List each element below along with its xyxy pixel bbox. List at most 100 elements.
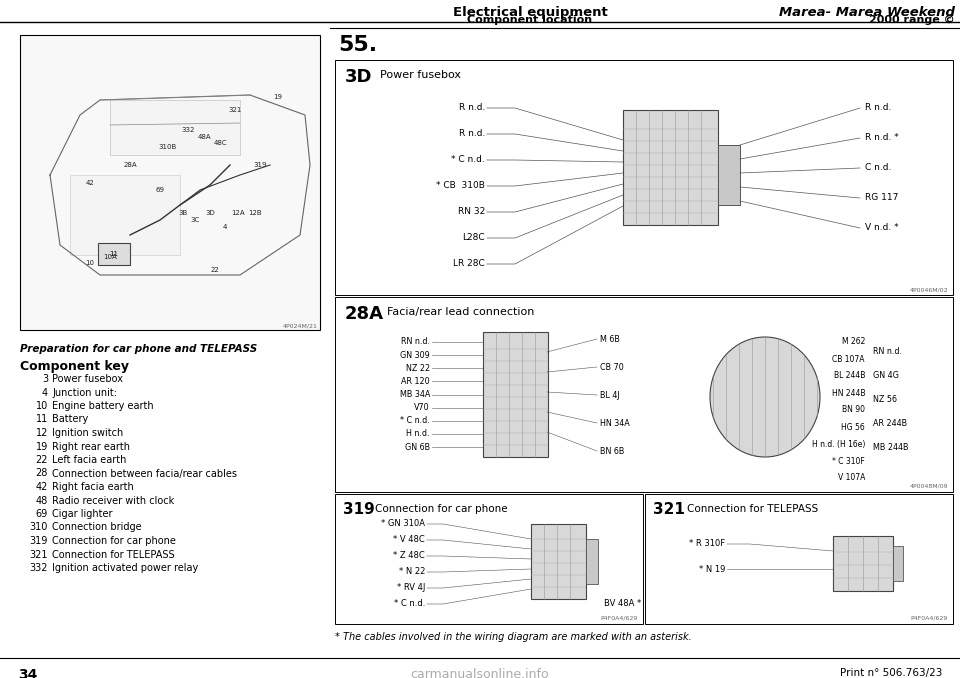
Text: MB 244B: MB 244B [873,443,908,452]
Bar [586,539,598,584]
Text: 319: 319 [343,502,374,517]
Text: Ignition activated power relay: Ignition activated power relay [52,563,199,573]
Text: 4: 4 [42,388,48,397]
Text: Marea- Marea Weekend: Marea- Marea Weekend [779,6,955,19]
Bar [531,524,586,599]
Text: 319: 319 [30,536,48,546]
Text: HN 244B: HN 244B [831,388,865,397]
Text: Connection for TELEPASS: Connection for TELEPASS [687,504,818,514]
Bar [70,175,180,255]
Text: H n.d. (H 16e): H n.d. (H 16e) [811,439,865,449]
Text: Component location: Component location [468,15,592,25]
Bar [623,110,718,225]
Text: 4P0048M/09: 4P0048M/09 [909,484,948,489]
Text: M 262: M 262 [842,338,865,346]
Text: 12B: 12B [249,210,262,216]
Text: 22: 22 [36,455,48,465]
Text: C n.d.: C n.d. [865,163,892,172]
Text: RG 117: RG 117 [865,193,899,203]
Text: RN 32: RN 32 [458,207,485,216]
Bar [335,297,953,492]
Text: * V 48C: * V 48C [394,536,425,544]
Text: Ignition switch: Ignition switch [52,428,123,438]
Text: 332: 332 [181,127,195,133]
Bar [20,35,320,330]
Text: 3B: 3B [179,210,187,216]
Text: 2000 range ©: 2000 range © [869,15,955,25]
Text: R n.d. *: R n.d. * [865,134,899,142]
Text: BL 4J: BL 4J [600,391,619,399]
Bar [893,546,903,581]
Text: AR 120: AR 120 [401,377,430,386]
Text: CB 107A: CB 107A [832,355,865,363]
Bar [483,332,548,457]
Text: RN n.d.: RN n.d. [873,348,902,357]
Text: * RV 4J: * RV 4J [396,584,425,593]
Text: Radio receiver with clock: Radio receiver with clock [52,496,175,506]
Text: Connection for car phone: Connection for car phone [375,504,508,514]
Text: Left facia earth: Left facia earth [52,455,127,465]
Text: Power fusebox: Power fusebox [52,374,123,384]
Text: Connection for car phone: Connection for car phone [52,536,176,546]
Text: L28C: L28C [463,233,485,243]
Text: V70: V70 [415,403,430,412]
Text: * N 22: * N 22 [398,567,425,576]
Text: Battery: Battery [52,414,88,424]
Text: 321: 321 [30,549,48,559]
Text: 12: 12 [36,428,48,438]
Text: 11: 11 [36,414,48,424]
Bar [718,145,740,205]
Text: Facia/rear lead connection: Facia/rear lead connection [387,307,535,317]
Text: GN 4G: GN 4G [873,372,899,380]
Text: 69: 69 [156,187,164,193]
Text: MB 34A: MB 34A [399,390,430,399]
Bar [335,60,953,295]
Bar [833,536,893,591]
Text: 3D: 3D [205,210,215,216]
Text: 3D: 3D [345,68,372,86]
Bar [98,243,130,265]
Text: 34: 34 [18,668,37,678]
Text: * GN 310A: * GN 310A [381,519,425,528]
Text: BL 244B: BL 244B [833,372,865,380]
Text: 19: 19 [274,94,282,100]
Text: 55.: 55. [338,35,377,55]
Text: BN 6B: BN 6B [600,447,624,456]
Text: 48C: 48C [213,140,227,146]
Text: AR 244B: AR 244B [873,420,907,428]
Text: 3C: 3C [190,217,200,223]
Text: Electrical equipment: Electrical equipment [452,6,608,19]
Text: 310: 310 [30,523,48,532]
Text: * CB  310B: * CB 310B [436,182,485,191]
Text: Component key: Component key [20,360,129,373]
Text: NZ 22: NZ 22 [406,364,430,373]
Text: GN 6B: GN 6B [405,443,430,452]
Text: 42: 42 [85,180,94,186]
Text: 321: 321 [653,502,684,517]
Text: 19: 19 [36,441,48,452]
Text: LR 28C: LR 28C [453,260,485,268]
Text: Connection bridge: Connection bridge [52,523,142,532]
Text: Engine battery earth: Engine battery earth [52,401,154,411]
Text: 10: 10 [85,260,94,266]
Bar [335,494,643,624]
Text: P4F0A4/629: P4F0A4/629 [911,616,948,621]
Text: 10: 10 [36,401,48,411]
Text: 4: 4 [223,224,228,230]
Text: BV 48A *: BV 48A * [604,599,641,608]
Text: 69: 69 [36,509,48,519]
Text: Power fusebox: Power fusebox [380,70,461,80]
Text: RN n.d.: RN n.d. [401,338,430,346]
Text: 42: 42 [36,482,48,492]
Ellipse shape [710,337,820,457]
Text: BN 90: BN 90 [842,405,865,414]
Text: R n.d.: R n.d. [459,129,485,138]
Text: * C n.d.: * C n.d. [400,416,430,425]
Text: 332: 332 [30,563,48,573]
Text: 11: 11 [109,251,118,257]
Text: H n.d.: H n.d. [406,429,430,439]
Text: 28: 28 [36,468,48,479]
Text: GN 309: GN 309 [400,351,430,359]
Text: 22: 22 [210,267,220,273]
Text: 321: 321 [228,107,242,113]
